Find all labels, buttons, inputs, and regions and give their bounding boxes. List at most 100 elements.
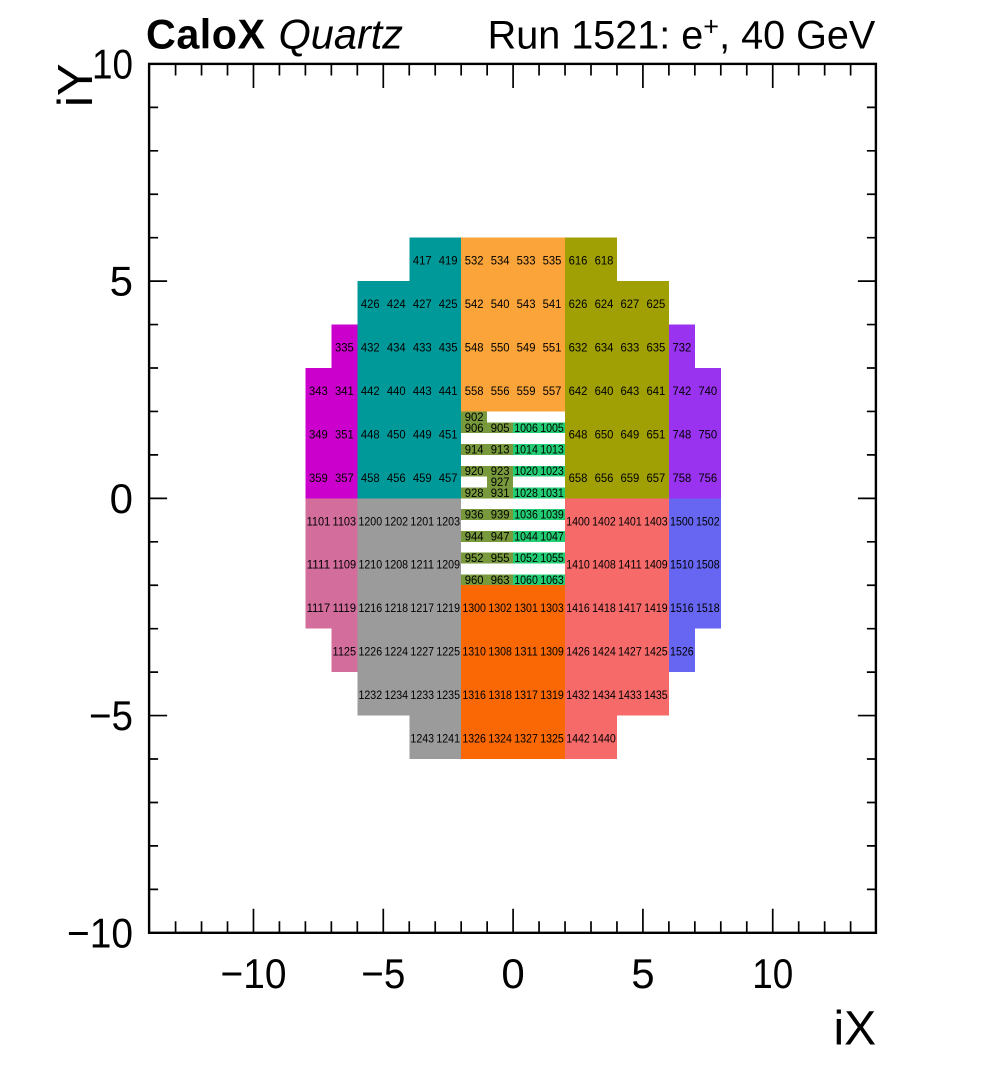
svg-text:658: 658 [569,471,588,485]
svg-text:459: 459 [413,471,432,485]
svg-text:1111: 1111 [307,558,331,572]
svg-text:10: 10 [92,40,133,87]
svg-text:541: 541 [543,297,562,311]
svg-text:449: 449 [413,427,432,441]
svg-text:1044: 1044 [514,529,538,543]
svg-text:659: 659 [621,471,640,485]
svg-text:1502: 1502 [696,514,720,528]
svg-text:535: 535 [543,254,562,268]
svg-text:351: 351 [335,427,354,441]
svg-text:417: 417 [413,254,432,268]
svg-text:550: 550 [491,340,510,354]
svg-text:448: 448 [361,427,380,441]
svg-text:1424: 1424 [592,645,616,659]
svg-text:542: 542 [465,297,484,311]
svg-text:902: 902 [465,410,484,424]
svg-text:5: 5 [631,950,654,997]
svg-text:Run 1521: e+, 40 GeV: Run 1521: e+, 40 GeV [488,12,876,58]
svg-text:923: 923 [491,464,510,478]
svg-text:927: 927 [491,475,510,489]
svg-text:557: 557 [543,384,562,398]
svg-text:1060: 1060 [514,573,538,587]
svg-text:1047: 1047 [540,529,564,543]
svg-text:551: 551 [543,340,562,354]
svg-text:1518: 1518 [696,601,720,615]
svg-text:651: 651 [647,427,666,441]
svg-text:443: 443 [413,384,432,398]
svg-text:1325: 1325 [540,732,564,746]
svg-text:1418: 1418 [592,601,616,615]
svg-text:649: 649 [621,427,640,441]
svg-text:1063: 1063 [540,573,564,587]
svg-text:1432: 1432 [566,688,590,702]
svg-text:1311: 1311 [514,645,538,659]
svg-text:914: 914 [465,442,484,456]
svg-text:732: 732 [672,340,691,354]
svg-text:540: 540 [491,297,510,311]
svg-text:939: 939 [491,508,510,522]
svg-text:419: 419 [439,254,458,268]
svg-text:1510: 1510 [670,558,694,572]
svg-text:Quartz: Quartz [279,11,404,58]
svg-text:10: 10 [752,950,793,997]
svg-text:656: 656 [595,471,614,485]
svg-text:928: 928 [465,486,484,500]
svg-text:1203: 1203 [436,514,460,528]
svg-text:434: 434 [387,340,406,354]
svg-text:1526: 1526 [670,645,694,659]
svg-text:1327: 1327 [514,732,538,746]
svg-text:1218: 1218 [384,601,408,615]
svg-text:1417: 1417 [618,601,642,615]
svg-text:963: 963 [491,573,510,587]
svg-text:1005: 1005 [540,421,564,435]
svg-text:5: 5 [110,258,133,305]
svg-text:1401: 1401 [618,514,642,528]
svg-text:1232: 1232 [359,688,383,702]
svg-text:1101: 1101 [307,514,331,528]
svg-text:627: 627 [621,297,640,311]
svg-text:955: 955 [491,551,510,565]
svg-text:1316: 1316 [462,688,486,702]
svg-text:1302: 1302 [488,601,512,615]
svg-text:1309: 1309 [540,645,564,659]
svg-text:1317: 1317 [514,688,538,702]
svg-text:1403: 1403 [644,514,668,528]
svg-text:543: 543 [517,297,536,311]
svg-text:424: 424 [387,297,406,311]
svg-text:1318: 1318 [488,688,512,702]
svg-text:931: 931 [491,486,510,500]
svg-text:349: 349 [309,427,328,441]
svg-text:1055: 1055 [540,551,564,565]
svg-text:1408: 1408 [592,558,616,572]
svg-text:1500: 1500 [670,514,694,528]
svg-text:748: 748 [672,427,691,441]
svg-text:1052: 1052 [514,551,538,565]
svg-text:758: 758 [672,471,691,485]
svg-text:1402: 1402 [592,514,616,528]
svg-text:1301: 1301 [514,601,538,615]
svg-text:920: 920 [465,464,484,478]
svg-text:343: 343 [309,384,328,398]
svg-text:−10: −10 [67,909,133,956]
svg-text:648: 648 [569,427,588,441]
svg-text:559: 559 [517,384,536,398]
svg-text:750: 750 [698,427,717,441]
svg-text:906: 906 [465,421,484,435]
svg-text:335: 335 [335,340,354,354]
svg-text:1419: 1419 [644,601,668,615]
svg-text:532: 532 [465,254,484,268]
svg-text:359: 359 [309,471,328,485]
svg-text:440: 440 [387,384,406,398]
svg-text:457: 457 [439,471,458,485]
svg-text:CaloX: CaloX [146,12,266,58]
svg-text:0: 0 [110,475,133,522]
svg-text:616: 616 [569,254,588,268]
svg-text:1006: 1006 [514,421,538,435]
svg-text:625: 625 [647,297,666,311]
svg-text:1125: 1125 [333,645,357,659]
svg-text:1023: 1023 [540,464,564,478]
svg-text:633: 633 [621,340,640,354]
svg-text:558: 558 [465,384,484,398]
svg-text:1119: 1119 [333,601,357,615]
svg-text:1308: 1308 [488,645,512,659]
